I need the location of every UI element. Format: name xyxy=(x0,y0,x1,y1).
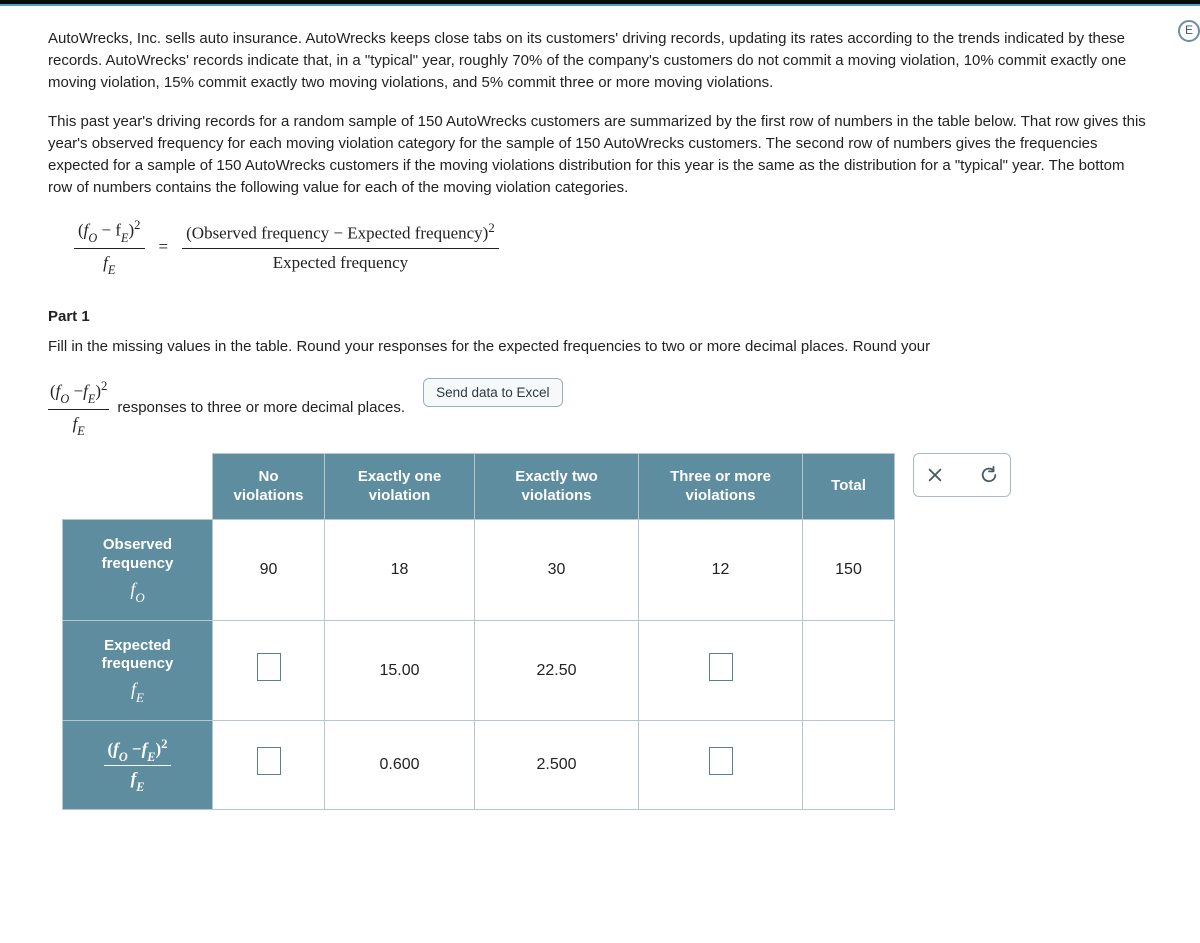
expected-c4-input[interactable] xyxy=(639,620,803,720)
col-header-exactly-one: Exactly one violation xyxy=(325,453,475,520)
col-header-total: Total xyxy=(803,453,895,520)
observed-total: 150 xyxy=(803,520,895,620)
intro-paragraph-1: AutoWrecks, Inc. sells auto insurance. A… xyxy=(48,28,1152,93)
chi-square-formula: (fO − fE)2 fE = (Observed frequency − Ex… xyxy=(74,216,1152,278)
toolbox xyxy=(913,453,1011,497)
part1-instructions-line1: Fill in the missing values in the table.… xyxy=(48,336,1152,358)
chi-total xyxy=(803,720,895,809)
observed-c3: 30 xyxy=(475,520,639,620)
expected-c2: 15.00 xyxy=(325,620,475,720)
espanol-letter: E xyxy=(1185,22,1193,39)
chi-c2: 0.600 xyxy=(325,720,475,809)
expected-c1-input[interactable] xyxy=(213,620,325,720)
row-header-chi: (fO −fE)2 fE xyxy=(63,720,213,809)
col-header-no-violations: No violations xyxy=(213,453,325,520)
chi-c3: 2.500 xyxy=(475,720,639,809)
observed-c1: 90 xyxy=(213,520,325,620)
expected-total xyxy=(803,620,895,720)
table-row-chi: (fO −fE)2 fE 0.600 2.500 xyxy=(63,720,895,809)
chi-c1-input[interactable] xyxy=(213,720,325,809)
row-header-expected: Expected frequency fE xyxy=(63,620,213,720)
close-icon[interactable] xyxy=(926,466,944,484)
reset-icon[interactable] xyxy=(980,466,998,484)
observed-c4: 12 xyxy=(639,520,803,620)
send-data-to-excel-button[interactable]: Send data to Excel xyxy=(423,378,562,407)
chi-c4-input[interactable] xyxy=(639,720,803,809)
part1-instructions-formula-line: (fO −fE)2 fE responses to three or more … xyxy=(48,377,405,439)
row-header-observed: Observed frequency fO xyxy=(63,520,213,620)
espanol-badge[interactable]: E xyxy=(1178,20,1200,42)
table-row-expected: Expected frequency fE 15.00 22.50 xyxy=(63,620,895,720)
observed-c2: 18 xyxy=(325,520,475,620)
col-header-exactly-two: Exactly two violations xyxy=(475,453,639,520)
expected-c3: 22.50 xyxy=(475,620,639,720)
table-row-observed: Observed frequency fO 90 18 30 12 150 xyxy=(63,520,895,620)
col-header-three-or-more: Three or more violations xyxy=(639,453,803,520)
intro-paragraph-2: This past year's driving records for a r… xyxy=(48,111,1152,198)
part1-heading: Part 1 xyxy=(48,306,1152,328)
chi-square-table: No violations Exactly one violation Exac… xyxy=(62,453,895,810)
